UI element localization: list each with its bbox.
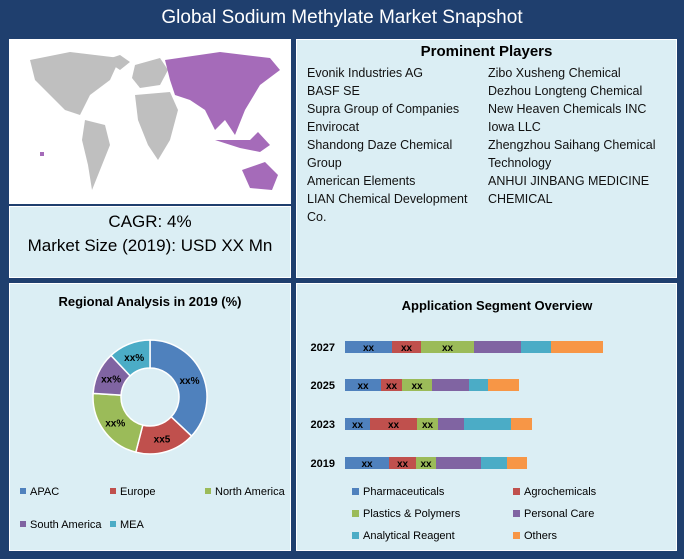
donut-chart: Regional Analysis in 2019 (%)xx%xx5xx%xx… xyxy=(20,294,286,531)
bar-segment xyxy=(474,341,521,353)
page-title: Global Sodium Methylate Market Snapshot xyxy=(161,7,523,28)
bar-segment xyxy=(389,457,416,469)
legend-swatch xyxy=(110,521,116,527)
player: Shandong Daze Chemical Group xyxy=(307,138,453,170)
players-left: Evonik Industries AG BASF SE Supra Group o… xyxy=(307,64,479,226)
y-tick-label: 2023 xyxy=(311,419,335,431)
y-tick-label: 2019 xyxy=(311,458,335,470)
player: Zhengzhou Saihang Chemical Technology xyxy=(488,138,656,170)
data-label: xx% xyxy=(101,375,121,386)
legend-label: North America xyxy=(215,486,286,498)
data-label: xx xyxy=(352,420,364,431)
bar-segment xyxy=(469,379,488,391)
data-label: xx xyxy=(363,343,375,354)
legend-swatch xyxy=(20,488,26,494)
chart-title: Regional Analysis in 2019 (%) xyxy=(58,294,241,309)
legend-swatch xyxy=(352,510,359,517)
legend-swatch xyxy=(513,510,520,517)
legend-swatch xyxy=(352,488,359,495)
legend-swatch xyxy=(352,532,359,539)
regional-panel: Regional Analysis in 2019 (%) xx% xx5 xx% xx… xyxy=(9,283,291,551)
map-panel xyxy=(9,39,291,204)
bar-segment xyxy=(402,379,432,391)
donut-slice xyxy=(149,339,208,438)
player: ANHUI JINBANG MEDICINE CHEMICAL xyxy=(488,174,650,206)
data-label: xx xyxy=(397,459,409,470)
bar-segment xyxy=(370,418,417,430)
bar-segment xyxy=(345,418,370,430)
player: Envirocat xyxy=(307,120,360,134)
legend-label: Others xyxy=(524,530,558,542)
bar-segment xyxy=(392,341,421,353)
bar-segment xyxy=(464,418,511,430)
legend-label: Europe xyxy=(120,486,155,498)
data-label: xx xyxy=(442,343,454,354)
player: Dezhou Longteng Chemical xyxy=(488,84,643,98)
donut-slice xyxy=(109,339,151,377)
bar-segment xyxy=(421,341,474,353)
bar-segment xyxy=(345,341,392,353)
legend-label: South America xyxy=(30,519,102,531)
y-tick-label: 2025 xyxy=(311,380,335,392)
data-label: xx xyxy=(411,381,423,392)
bar-segment xyxy=(511,418,532,430)
legend-label: Analytical Reagent xyxy=(363,530,455,542)
cagr: CAGR: 4% xyxy=(108,212,192,231)
legend-label: Plastics & Polymers xyxy=(363,508,461,520)
data-label: xx xyxy=(422,420,434,431)
players-panel: Prominent Players Evonik Industries AG BA… xyxy=(296,39,677,278)
player: Supra Group of Companies xyxy=(307,102,460,116)
players-title: Prominent Players xyxy=(420,43,553,60)
player: Iowa LLC xyxy=(488,120,541,134)
data-label: xx xyxy=(386,381,398,392)
bar-segment xyxy=(481,457,507,469)
legend-label: Pharmaceuticals xyxy=(363,486,445,498)
bar-segment xyxy=(551,341,603,353)
data-label: xx xyxy=(420,459,432,470)
data-label: xx xyxy=(388,420,400,431)
bar-segment xyxy=(488,379,519,391)
data-label: xx5 xyxy=(154,434,171,445)
legend-swatch xyxy=(205,488,211,494)
legend-label: MEA xyxy=(120,519,145,531)
data-label: xx xyxy=(361,459,373,470)
bar-segment xyxy=(436,457,481,469)
data-label: xx xyxy=(401,343,413,354)
legend-swatch xyxy=(110,488,116,494)
y-tick-label: 2027 xyxy=(311,342,335,354)
legend-label: Agrochemicals xyxy=(524,486,597,498)
bar-segment xyxy=(381,379,402,391)
summary-panel: CAGR: 4% Market Size (2019): USD XX Mn xyxy=(9,206,291,278)
bar-segment xyxy=(417,418,438,430)
data-label: xx xyxy=(357,381,369,392)
player: LIAN Chemical Development Co. xyxy=(307,192,468,224)
player: BASF SE xyxy=(307,84,360,98)
bar-segment xyxy=(416,457,436,469)
player: American Elements xyxy=(307,174,416,188)
market-size: Market Size (2019): USD XX Mn xyxy=(27,236,273,255)
player: New Heaven Chemicals INC xyxy=(488,102,647,116)
player: Evonik Industries AG xyxy=(307,66,424,80)
bar-segment xyxy=(345,379,381,391)
bar-segment xyxy=(438,418,464,430)
bar-segment xyxy=(521,341,551,353)
data-label: xx% xyxy=(124,353,144,364)
bar-segment xyxy=(345,457,389,469)
chart-title: Application Segment Overview xyxy=(402,298,594,313)
players-right: Zibo Xusheng Chemical Dezhou Longteng Che… xyxy=(488,64,673,208)
legend-swatch xyxy=(513,488,520,495)
data-label: xx% xyxy=(105,418,125,429)
legend-swatch xyxy=(513,532,520,539)
world-map xyxy=(30,52,280,190)
legend-swatch xyxy=(20,521,26,527)
application-panel: Application Segment Overview 2027 xx xx xx 20… xyxy=(296,283,677,551)
legend-label: Personal Care xyxy=(524,508,594,520)
legend-label: APAC xyxy=(30,486,59,498)
bar-segment xyxy=(507,457,527,469)
bar-segment xyxy=(432,379,469,391)
player: Zibo Xusheng Chemical xyxy=(488,66,621,80)
data-label: xx% xyxy=(179,376,199,387)
